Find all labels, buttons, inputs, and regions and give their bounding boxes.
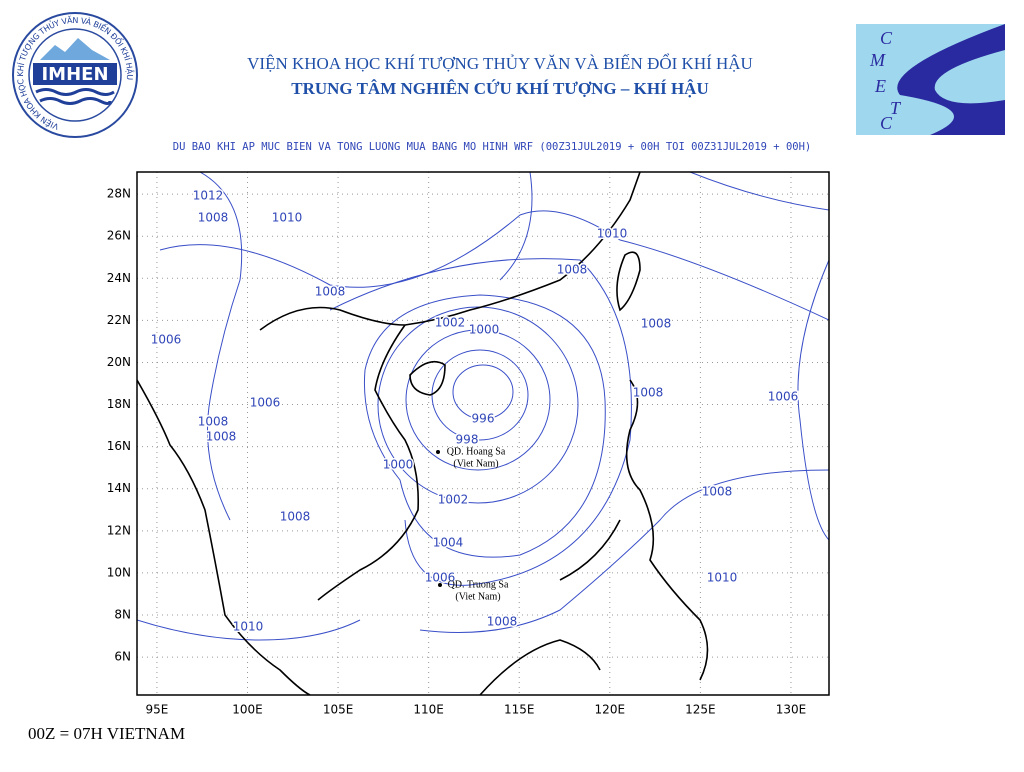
contour-label: 1000 <box>383 458 414 472</box>
contour-label: 1008 <box>280 510 311 524</box>
logo-letter: T <box>890 98 902 118</box>
grid <box>137 172 829 695</box>
x-tick-label: 115E <box>504 703 535 717</box>
contour-label: 1012 <box>193 189 224 203</box>
y-tick-label: 20N <box>107 355 131 369</box>
contour-label: 1006 <box>151 333 182 347</box>
place-marker <box>436 450 440 454</box>
contour-label: 1000 <box>469 323 500 337</box>
place-country: (Viet Nam) <box>455 591 500 602</box>
contour-label: 1008 <box>206 430 237 444</box>
y-tick-label: 8N <box>114 608 131 622</box>
center: TRUNG TÂM NGHIÊN CỨU KHÍ TƯỢNG – KHÍ HẬU <box>291 79 708 98</box>
contour-label: 1006 <box>250 396 281 410</box>
contour-label: 1010 <box>233 620 264 634</box>
y-tick-label: 28N <box>107 187 131 201</box>
map-body <box>137 172 829 695</box>
contour-label: 1004 <box>433 536 464 550</box>
contour-label: 1010 <box>707 571 738 585</box>
contour-label: 1006 <box>768 390 799 404</box>
logo-letter: M <box>869 50 886 70</box>
y-tick-label: 24N <box>107 271 131 285</box>
contour-label: 998 <box>456 433 479 447</box>
logo-letter: C <box>880 113 893 133</box>
contour-label: 1010 <box>597 227 628 241</box>
x-tick-label: 95E <box>145 703 168 717</box>
y-tick-label: 18N <box>107 397 131 411</box>
map-title: DU BAO KHI AP MUC BIEN VA TONG LUONG MUA… <box>173 141 811 153</box>
place-name: QD. Hoang Sa <box>447 446 506 457</box>
y-tick-label: 14N <box>107 481 131 495</box>
y-tick-label: 16N <box>107 439 131 453</box>
x-tick-label: 120E <box>595 703 626 717</box>
contour-label: 1006 <box>425 571 456 585</box>
contour-label: 1008 <box>315 285 346 299</box>
contour-label: 1002 <box>438 493 469 507</box>
x-tick-label: 105E <box>323 703 354 717</box>
x-tick-label: 100E <box>232 703 263 717</box>
logo-letter: E <box>874 76 886 96</box>
place-name: QD. Truong Sa <box>448 579 509 590</box>
contour-label: 996 <box>472 412 495 426</box>
footer: 00Z = 07H VIETNAM <box>28 724 185 743</box>
y-tick-label: 6N <box>114 650 131 664</box>
logo-letter: C <box>880 28 893 48</box>
contour-label: 1008 <box>198 211 229 225</box>
contour-label: 1002 <box>435 316 466 330</box>
y-tick-label: 10N <box>107 565 131 579</box>
y-tick-label: 22N <box>107 313 131 327</box>
contour-label: 1008 <box>198 415 229 429</box>
x-tick-label: 125E <box>685 703 716 717</box>
map-frame <box>136 171 830 696</box>
place-marker <box>438 583 442 587</box>
contour-label: 1008 <box>487 615 518 629</box>
y-tick-label: 12N <box>107 523 131 537</box>
x-tick-label: 130E <box>776 703 807 717</box>
institute: VIỆN KHOA HỌC KHÍ TƯỢNG THỦY VĂN VÀ BIẾN… <box>247 53 753 73</box>
contour-label: 1008 <box>641 317 672 331</box>
logo-imhen: IMHEN VIỆN KHOA HỌC KHÍ TƯỢNG THỦY VĂN V… <box>12 12 138 138</box>
x-tick-label: 110E <box>413 703 444 717</box>
logo-name: IMHEN <box>41 64 108 85</box>
place-country: (Viet Nam) <box>453 458 498 469</box>
y-tick-label: 26N <box>107 229 131 243</box>
contour-label: 1008 <box>557 263 588 277</box>
contour-label: 1008 <box>702 485 733 499</box>
contour-label: 1008 <box>633 386 664 400</box>
contour-label: 1010 <box>272 211 303 225</box>
